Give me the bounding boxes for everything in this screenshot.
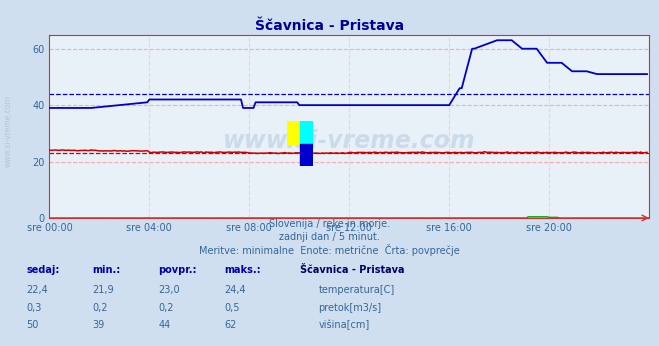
Text: www.si-vreme.com: www.si-vreme.com — [3, 95, 13, 167]
Text: www.si-vreme.com: www.si-vreme.com — [223, 129, 476, 153]
Text: povpr.:: povpr.: — [158, 265, 196, 275]
Text: 0,5: 0,5 — [224, 303, 240, 313]
Text: Slovenija / reke in morje.: Slovenija / reke in morje. — [269, 219, 390, 229]
Text: 0,2: 0,2 — [158, 303, 174, 313]
Text: pretok[m3/s]: pretok[m3/s] — [318, 303, 382, 313]
Text: 44: 44 — [158, 320, 171, 330]
Bar — [300, 121, 313, 144]
Text: 62: 62 — [224, 320, 237, 330]
Text: zadnji dan / 5 minut.: zadnji dan / 5 minut. — [279, 233, 380, 243]
Text: Meritve: minimalne  Enote: metrične  Črta: povprečje: Meritve: minimalne Enote: metrične Črta:… — [199, 244, 460, 256]
Bar — [300, 144, 313, 166]
Text: 0,2: 0,2 — [92, 303, 108, 313]
Text: 39: 39 — [92, 320, 105, 330]
Text: temperatura[C]: temperatura[C] — [318, 285, 395, 295]
Bar — [287, 121, 300, 144]
Text: 50: 50 — [26, 320, 39, 330]
Text: Ščavnica - Pristava: Ščavnica - Pristava — [300, 265, 405, 275]
Text: 0,3: 0,3 — [26, 303, 42, 313]
Text: Ščavnica - Pristava: Ščavnica - Pristava — [255, 19, 404, 33]
Text: maks.:: maks.: — [224, 265, 261, 275]
Text: višina[cm]: višina[cm] — [318, 320, 370, 330]
Text: sedaj:: sedaj: — [26, 265, 60, 275]
Text: 24,4: 24,4 — [224, 285, 246, 295]
Text: 22,4: 22,4 — [26, 285, 48, 295]
Text: 23,0: 23,0 — [158, 285, 180, 295]
Text: min.:: min.: — [92, 265, 121, 275]
Text: 21,9: 21,9 — [92, 285, 114, 295]
